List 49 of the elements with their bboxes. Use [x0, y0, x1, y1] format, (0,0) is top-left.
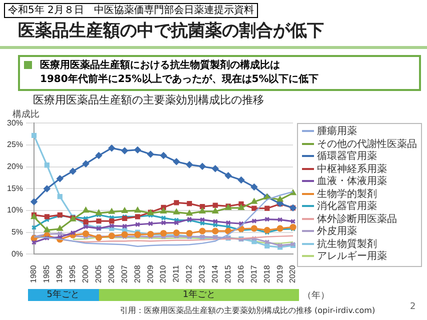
- legend-label: 腫瘍用薬: [316, 126, 358, 139]
- x-tick-label: 1995: [68, 264, 78, 283]
- y-tick-label: 10%: [6, 206, 24, 215]
- x-tick-label: 2019: [275, 264, 284, 283]
- x-tick-label: 2020: [288, 264, 298, 283]
- legend-label: 血液・体液用薬: [316, 176, 388, 188]
- y-tick-label: 15%: [6, 184, 24, 193]
- x-tick-label: 2018: [262, 264, 272, 283]
- legend-label: 体外診断用医薬品: [316, 214, 398, 226]
- legend-label: 外皮用薬: [316, 226, 358, 238]
- y-tick-label: 20%: [6, 162, 24, 172]
- y-tick-label: 30%: [6, 118, 24, 128]
- x-tick-label: 2016: [236, 264, 246, 283]
- x-tick-label: 1985: [42, 264, 52, 283]
- legend-label: 抗生物質製剤: [316, 238, 377, 251]
- x-axis-title: （年）: [302, 290, 330, 301]
- legend-label: 循環器官用薬: [316, 151, 378, 164]
- x-tick-label: 2013: [198, 264, 207, 283]
- x-tick-label: 1980: [29, 264, 38, 283]
- y-tick-label: 0%: [11, 249, 24, 258]
- x-tick-label: 2009: [146, 264, 155, 283]
- x-tick-label: 2015: [223, 264, 232, 283]
- x-tick-label: 2007: [120, 264, 129, 283]
- x-tick-label: 2000: [81, 264, 90, 283]
- x-tick-label: 2006: [106, 264, 116, 283]
- x-tick-label: 2011: [172, 264, 181, 282]
- text: 引用：医療用医薬品生産額の主要薬効別構成比の推移 (opir-irdiv.com): [120, 305, 376, 316]
- legend-label: 生物学的製剤: [316, 188, 378, 200]
- x-tick-label: 2014: [210, 264, 220, 283]
- x-tick-label: 2017: [249, 264, 258, 283]
- legend-label: アレルギー用薬: [316, 251, 388, 264]
- y-tick-label: 5%: [11, 228, 24, 237]
- x-tick-label: 2005: [94, 264, 103, 283]
- x-tick-label: 2010: [158, 264, 168, 283]
- y-axis-title: 構成比: [12, 109, 40, 120]
- legend-label: 消化器官用薬: [316, 201, 378, 214]
- chart-subtitle: 医療用医薬品生産額の主要薬効別構成比の推移: [33, 94, 264, 107]
- x-tick-label: 1990: [55, 264, 64, 283]
- text: 1年ごと: [98, 289, 300, 301]
- legend-label: その他の代謝性医薬品: [316, 138, 417, 150]
- legend-label: 中枢神経系用薬: [316, 164, 388, 176]
- text: 5年ごと: [28, 289, 99, 301]
- text: 2: [410, 302, 416, 312]
- text: 医療用医薬品生産額における抗生物質製剤の構成比は 1980年代前半に25%以上であったが、現在は5%以下に低下: [18, 55, 421, 91]
- text: 令和5年 2月８日 中医協薬価専門部会日薬連提示資料: [4, 3, 258, 18]
- chart-title: 医薬品生産額の中で抗菌薬の割合が低下: [18, 20, 324, 42]
- x-tick-label: 2008: [132, 264, 142, 283]
- x-tick-label: 2012: [184, 264, 194, 283]
- y-tick-label: 25%: [6, 140, 24, 150]
